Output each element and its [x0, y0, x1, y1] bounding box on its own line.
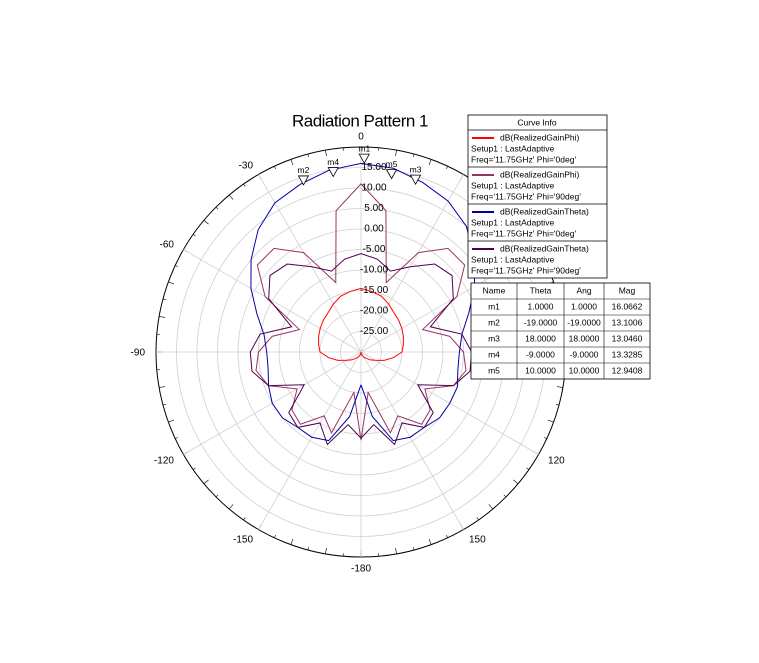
- legend-setup: Setup1 : LastAdaptive: [471, 180, 554, 190]
- legend-variation: Freq='11.75GHz' Phi='90deg': [471, 191, 581, 201]
- table-cell: m1: [488, 301, 500, 311]
- table-cell: 16.0662: [612, 301, 643, 311]
- theta-tick-label: -30: [239, 161, 254, 172]
- theta-tick-label: -60: [159, 240, 174, 251]
- marker-table: Name Theta Ang Mag m1 1.0000 1.0000 16.0662 m2 -1…: [471, 283, 650, 379]
- r-tick-label: -10.00: [360, 265, 389, 276]
- theta-tick-label: -120: [154, 456, 174, 467]
- table-cell: m3: [488, 333, 500, 343]
- r-tick-label: -5.00: [363, 244, 386, 255]
- table-cell: -19.0000: [524, 317, 558, 327]
- theta-tick-label: -180: [351, 564, 371, 575]
- table-cell: 13.1006: [612, 317, 643, 327]
- theta-tick-label: 150: [469, 535, 486, 546]
- r-tick-label: -25.00: [360, 326, 389, 337]
- theta-tick-label: -90: [131, 348, 146, 359]
- table-header: Name: [483, 285, 506, 295]
- table-cell: -9.0000: [526, 349, 555, 359]
- r-tick-label: -20.00: [360, 306, 389, 317]
- table-header: Mag: [619, 285, 636, 295]
- table-header: Theta: [530, 285, 552, 295]
- marker-label: m5: [386, 159, 398, 169]
- table-cell: 12.9408: [612, 365, 643, 375]
- table-cell: 1.0000: [528, 301, 554, 311]
- legend: Curve Info dB(RealizedGainPhi)Setup1 : L…: [468, 115, 607, 278]
- marker-label: m3: [410, 164, 422, 174]
- table-cell: -9.0000: [570, 349, 599, 359]
- table-cell: 18.0000: [569, 333, 600, 343]
- theta-tick-label: 120: [548, 456, 565, 467]
- legend-name: dB(RealizedGainTheta): [500, 206, 589, 216]
- marker-label: m1: [358, 143, 370, 153]
- r-tick-label: -15.00: [360, 285, 389, 296]
- theta-tick-label: 0: [358, 132, 364, 143]
- marker-label: m4: [327, 157, 339, 167]
- table-header: Ang: [576, 285, 591, 295]
- table-cell: 13.3285: [612, 349, 643, 359]
- table-cell: 13.0460: [612, 333, 643, 343]
- r-tick-label: 15.00: [361, 162, 386, 173]
- table-cell: 18.0000: [525, 333, 556, 343]
- legend-name: dB(RealizedGainPhi): [500, 132, 580, 142]
- marker-label: m2: [298, 165, 310, 175]
- table-cell: m2: [488, 317, 500, 327]
- legend-setup: Setup1 : LastAdaptive: [471, 143, 554, 153]
- legend-variation: Freq='11.75GHz' Phi='90deg': [471, 265, 581, 275]
- legend-setup: Setup1 : LastAdaptive: [471, 217, 554, 227]
- table-cell: m5: [488, 365, 500, 375]
- legend-variation: Freq='11.75GHz' Phi='0deg': [471, 228, 576, 238]
- table-cell: m4: [488, 349, 500, 359]
- legend-title: Curve Info: [517, 117, 556, 127]
- table-cell: -19.0000: [567, 317, 601, 327]
- table-cell: 1.0000: [571, 301, 597, 311]
- table-cell: 10.0000: [569, 365, 600, 375]
- r-tick-label: 0.00: [364, 224, 384, 235]
- r-tick-label: 5.00: [364, 203, 384, 214]
- legend-name: dB(RealizedGainPhi): [500, 169, 580, 179]
- legend-name: dB(RealizedGainTheta): [500, 243, 589, 253]
- theta-tick-label: -150: [233, 535, 253, 546]
- radial-labels: -25.00 -20.00 -15.00 -10.00 -5.00 0.00 5.00 10.…: [360, 162, 389, 337]
- table-cell: 10.0000: [525, 365, 556, 375]
- chart-title: Radiation Pattern 1: [292, 111, 428, 130]
- legend-setup: Setup1 : LastAdaptive: [471, 254, 554, 264]
- legend-variation: Freq='11.75GHz' Phi='0deg': [471, 154, 576, 164]
- r-tick-label: 10.00: [361, 183, 386, 194]
